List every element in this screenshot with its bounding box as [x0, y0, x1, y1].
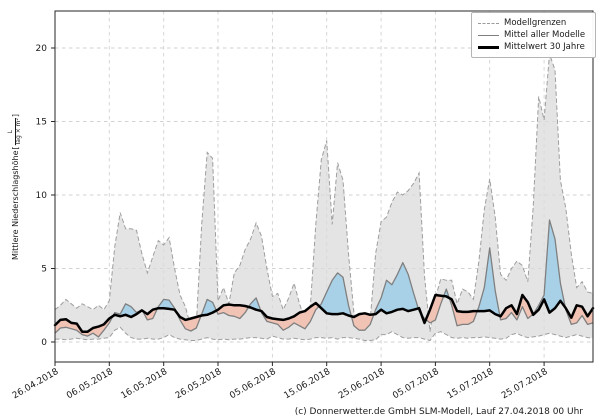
legend-entry-model-mean: Mittel aller Modelle [478, 29, 589, 41]
footer-credit: (c) Donnerwetter.de GmbH SLM-Modell, Lau… [294, 407, 583, 417]
model-mean-line [54, 219, 594, 338]
x-tick-label: 05.06.2018 [228, 367, 278, 402]
legend-label: Mittelwert 30 Jahre [504, 41, 585, 52]
dashed-line-swatch [478, 22, 499, 24]
above-normal-fill [373, 262, 419, 315]
y-tick-label: 20 [36, 44, 48, 54]
x-tick-label: 15.07.2018 [446, 367, 496, 402]
x-tick-label: 16.05.2018 [120, 367, 170, 402]
y-axis-label: Mittlere Niederschlagshöhe [ L Tag × m² … [7, 112, 22, 262]
legend: Modellgrenzen Mittel aller Modelle Mitte… [471, 12, 596, 58]
x-tick-label: 26.05.2018 [174, 367, 224, 402]
x-axis-tick-labels: 26.04.2018 06.05.2018 16.05.2018 26.05.2… [11, 367, 550, 402]
below-normal-fill [425, 295, 444, 323]
plot-area [51, 10, 595, 366]
model-range-band [55, 53, 593, 341]
legend-label: Modellgrenzen [504, 17, 567, 28]
legend-entry-30y-mean: Mittelwert 30 Jahre [478, 41, 589, 53]
y-axis-label-text: Mittlere Niederschlagshöhe [10, 150, 20, 261]
legend-label: Mittel aller Modelle [504, 29, 586, 40]
below-normal-fill [499, 295, 533, 320]
x-tick-label: 06.05.2018 [65, 367, 115, 402]
above-normal-fill [477, 247, 500, 316]
x-tick-label: 25.06.2018 [337, 367, 387, 402]
x-tick-label: 15.06.2018 [283, 367, 333, 402]
y-axis-unit-bracket-open: [ [10, 146, 20, 150]
above-normal-fill [319, 272, 352, 317]
legend-entry-model-bounds: Modellgrenzen [478, 17, 589, 29]
axes-frame [54, 10, 594, 363]
y-axis-unit-bracket-close: ] [10, 114, 20, 118]
x-tick-label: 25.07.2018 [500, 367, 550, 402]
black-line-swatch [478, 45, 499, 49]
y-tick-label: 10 [36, 191, 48, 201]
x-tick-label: 05.07.2018 [391, 367, 441, 402]
model-range-lower-bound-line [55, 326, 594, 342]
y-axis-unit-fraction: L Tag × m² [7, 118, 22, 146]
x-tick-label: 26.04.2018 [11, 367, 61, 402]
y-axis-unit-denominator: Tag × m² [14, 118, 22, 146]
below-normal-fill [565, 305, 593, 325]
below-normal-fill [55, 316, 113, 337]
y-axis-tick-labels: 0 5 10 15 20 [36, 44, 48, 348]
below-normal-fill [216, 304, 249, 319]
y-tick-label: 5 [41, 265, 47, 275]
mean30-line [53, 293, 595, 333]
gray-line-swatch [478, 34, 499, 36]
below-normal-fill [176, 312, 202, 331]
y-tick-label: 0 [41, 338, 47, 348]
y-tick-label: 15 [36, 118, 47, 128]
above-normal-fill [533, 220, 566, 315]
